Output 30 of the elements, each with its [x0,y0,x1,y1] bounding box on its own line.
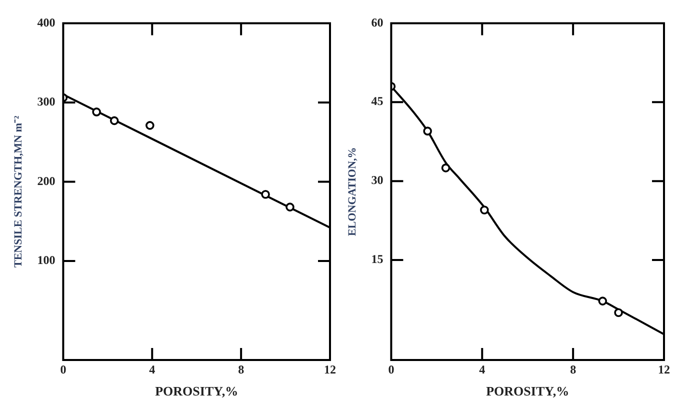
point [286,202,294,212]
y-tick-label: 400 [37,15,56,30]
x-tick-label: 12 [658,362,670,376]
point [423,126,432,136]
y-axis-title: TENSILE STRENGTH,MN m⁻² [12,114,24,268]
point [480,206,489,214]
point [441,164,450,172]
x-tick-label: 0 [60,362,66,376]
point [598,296,608,306]
point [614,308,623,318]
y-tick-label: 200 [37,174,56,188]
x-tick-label: 4 [479,362,486,376]
x-tick-label: 4 [149,362,156,376]
x-tick-label: 8 [238,362,244,376]
y-tick-label: 30 [371,173,384,188]
point [110,116,119,126]
y-axis-title: ELONGATION,% [346,147,358,236]
point [92,108,101,116]
y-tick-label: 60 [371,15,384,30]
y-tick-label: 300 [37,94,56,109]
x-tick-label: 8 [570,362,576,376]
y-tick-label: 100 [37,253,56,268]
y-tick-label: 15 [371,252,384,266]
y-tick-label: 45 [371,94,384,108]
x-tick-label: 12 [324,362,336,376]
point [146,121,154,130]
point [261,190,270,199]
x-axis-title: POROSITY,% [486,384,570,399]
x-tick-label: 0 [388,362,394,376]
x-axis-title: POROSITY,% [155,384,238,399]
